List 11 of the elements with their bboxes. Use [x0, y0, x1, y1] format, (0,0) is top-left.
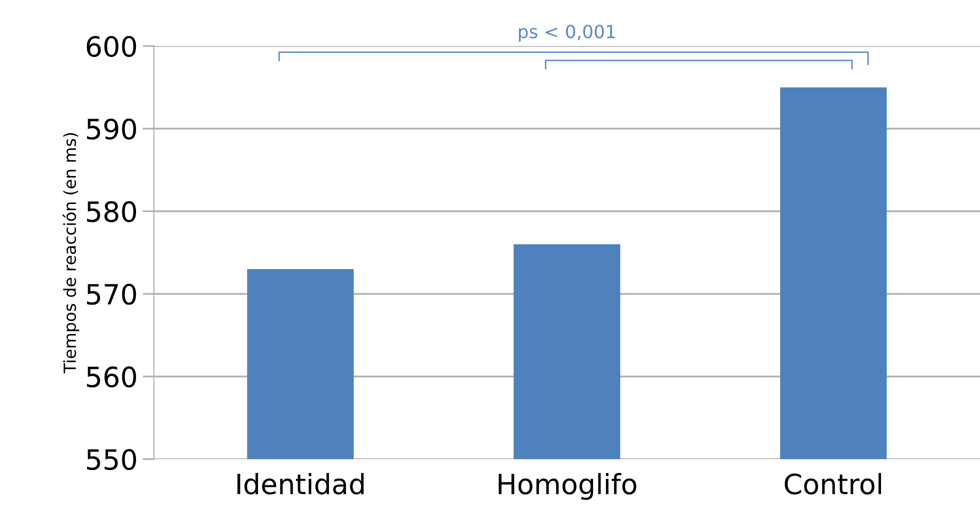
y-tick-label: 600	[86, 36, 136, 57]
y-tick-label: 590	[87, 118, 136, 140]
y-tick-label: 550	[87, 449, 136, 470]
y-axis-title: Tiempos de reacción (en ms)	[62, 133, 80, 374]
text: ps < 0,001	[518, 24, 615, 42]
y-tick-label: 580	[87, 201, 136, 222]
y-tick-label: 560	[87, 366, 136, 388]
x-tick-label: Homoglifo	[498, 472, 636, 500]
x-tick-label: Control	[784, 472, 882, 494]
y-tick-label: 570	[87, 284, 136, 305]
x-tick-label: Identidad	[237, 472, 364, 494]
